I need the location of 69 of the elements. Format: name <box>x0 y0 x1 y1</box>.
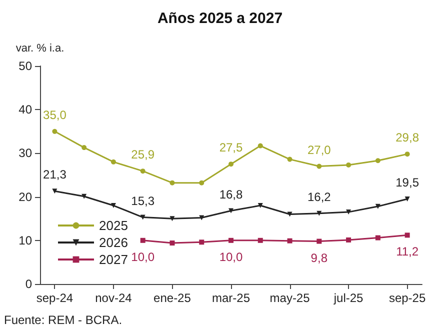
point <box>346 162 352 168</box>
point <box>258 143 263 148</box>
x-tick-label: nov-24 <box>95 291 132 305</box>
point <box>287 212 292 217</box>
point <box>316 238 322 244</box>
point <box>110 203 116 208</box>
y-tick-label: 10 <box>18 233 32 248</box>
point <box>404 232 410 238</box>
point <box>140 168 146 174</box>
point <box>316 164 322 169</box>
point <box>287 238 292 244</box>
data-label: 9,8 <box>310 250 328 265</box>
point <box>375 235 380 240</box>
point <box>199 240 204 245</box>
data-label: 29,8 <box>396 130 420 145</box>
point <box>170 240 175 246</box>
y-axis-title: var. % i.a. <box>16 42 64 54</box>
point <box>199 215 204 220</box>
x-tick-label: sep-25 <box>388 291 426 305</box>
y-tick-label: 20 <box>18 190 32 204</box>
point <box>228 238 234 243</box>
source-note: Fuente: REM - BCRA. <box>4 313 122 327</box>
x-tick-label: jul-25 <box>332 291 364 305</box>
y-tick-label: 40 <box>18 102 32 117</box>
point <box>316 210 322 216</box>
data-label: 16,8 <box>219 187 243 202</box>
point <box>52 188 58 194</box>
point <box>110 159 116 164</box>
point <box>404 196 410 202</box>
point <box>228 162 234 167</box>
point <box>170 216 175 222</box>
data-label: 27,5 <box>219 140 243 155</box>
point <box>404 152 410 157</box>
point <box>375 158 380 164</box>
point <box>346 210 352 215</box>
point <box>228 208 234 214</box>
point <box>375 204 380 209</box>
y-tick-label: 30 <box>18 146 32 160</box>
data-label: 25,9 <box>131 148 155 162</box>
point <box>258 238 263 243</box>
data-label: 35,0 <box>43 108 67 122</box>
point <box>170 180 175 186</box>
y-tick-label: 0 <box>25 277 32 291</box>
data-label: 21,3 <box>43 168 67 182</box>
data-label: 19,5 <box>396 175 420 190</box>
data-label: 10,0 <box>219 250 243 264</box>
data-label: 27,0 <box>307 142 332 157</box>
x-tick-label: mar-25 <box>212 291 250 305</box>
point <box>258 203 263 208</box>
data-label: 16,2 <box>307 190 332 204</box>
point <box>199 180 204 186</box>
point <box>82 145 87 150</box>
x-tick-label: ene-25 <box>154 291 192 305</box>
data-label: 11,2 <box>396 244 419 259</box>
point <box>82 194 87 199</box>
y-tick-label: 50 <box>18 59 32 73</box>
point <box>287 156 292 162</box>
data-label: 15,3 <box>131 194 155 208</box>
point <box>52 128 58 134</box>
point <box>140 214 146 220</box>
data-label: 10,0 <box>131 250 155 264</box>
x-tick-label: may-25 <box>270 291 310 305</box>
point <box>140 238 146 243</box>
legend-label: 2026 <box>99 235 128 250</box>
point <box>346 237 352 242</box>
legend-label: 2025 <box>99 218 128 233</box>
legend-label: 2027 <box>99 252 128 267</box>
x-tick-label: sep-24 <box>36 291 74 305</box>
chart-title: Años 2025 a 2027 <box>157 10 283 27</box>
